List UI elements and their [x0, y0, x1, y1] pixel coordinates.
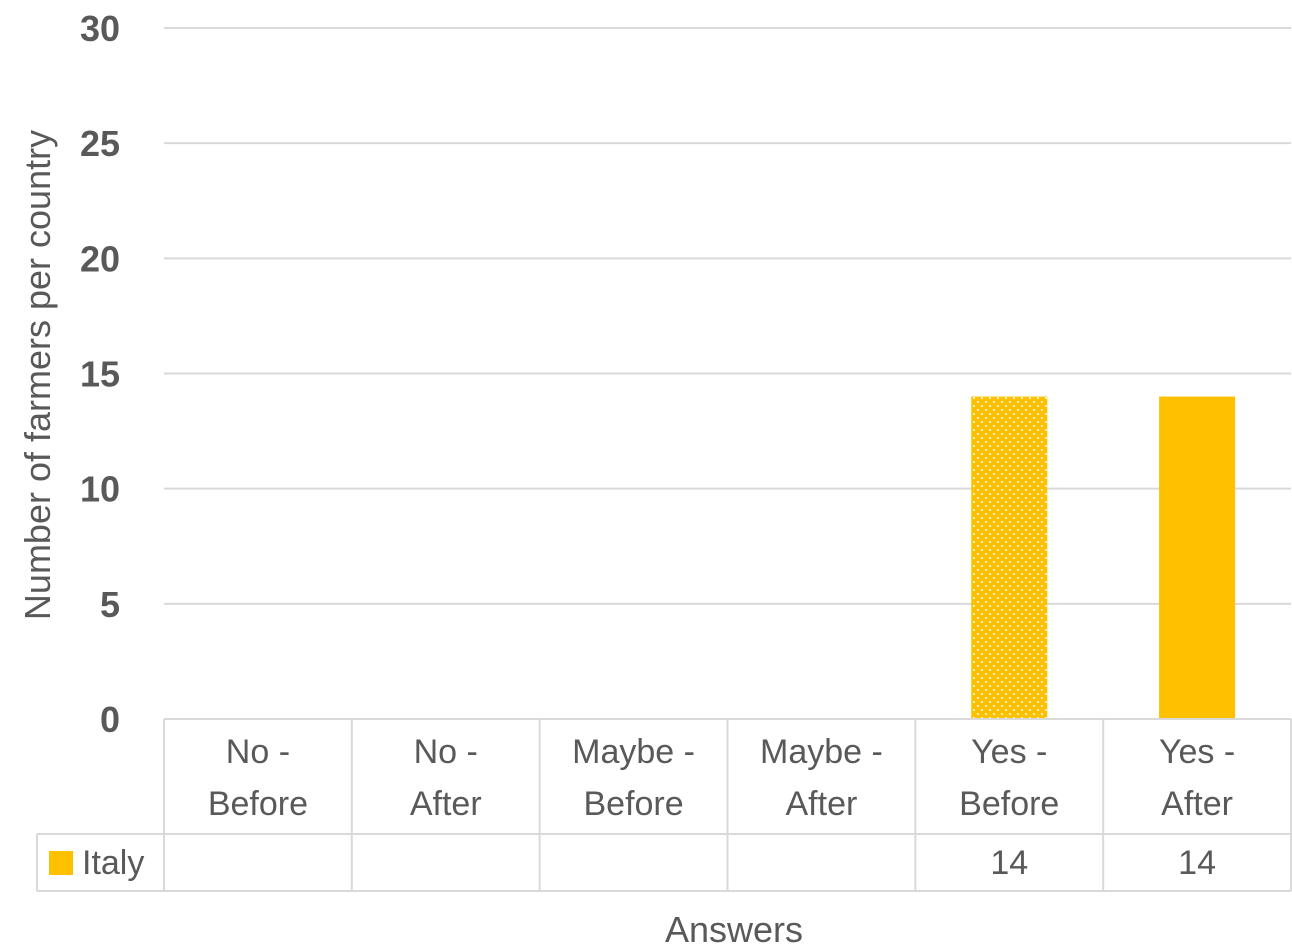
x-category-label: Yes -Before	[959, 733, 1059, 823]
y-tick-label: 0	[100, 699, 120, 740]
legend-label: Italy	[82, 844, 144, 882]
table-value: 14	[990, 844, 1028, 882]
y-tick-label: 25	[80, 123, 120, 164]
x-category-label: Yes -After	[1159, 733, 1235, 823]
x-category-label: Maybe -After	[760, 733, 883, 823]
x-category-label: No -Before	[208, 733, 308, 823]
x-category-label: Maybe -Before	[572, 733, 695, 823]
table-value: 14	[1178, 844, 1216, 882]
y-axis-tick-labels: 0 5 10 15 20 25 30	[80, 8, 120, 740]
legend-swatch	[49, 851, 73, 875]
y-tick-label: 5	[100, 584, 120, 625]
y-tick-label: 10	[80, 469, 120, 510]
bar	[1159, 396, 1236, 719]
x-category-label: No -After	[410, 733, 482, 823]
x-axis-category-labels: No -Before No -After Maybe -Before Maybe -A…	[208, 733, 1235, 823]
bars	[971, 396, 1236, 719]
bar	[971, 396, 1048, 719]
y-tick-label: 20	[80, 238, 120, 279]
y-tick-label: 30	[80, 8, 120, 49]
gridlines	[164, 27, 1291, 605]
data-table: 14 14	[36, 718, 1292, 892]
y-axis-title: Number of farmers per country	[17, 130, 58, 620]
y-tick-label: 15	[80, 354, 120, 395]
legend: Italy	[49, 844, 144, 882]
x-axis-title: Answers	[665, 909, 803, 946]
